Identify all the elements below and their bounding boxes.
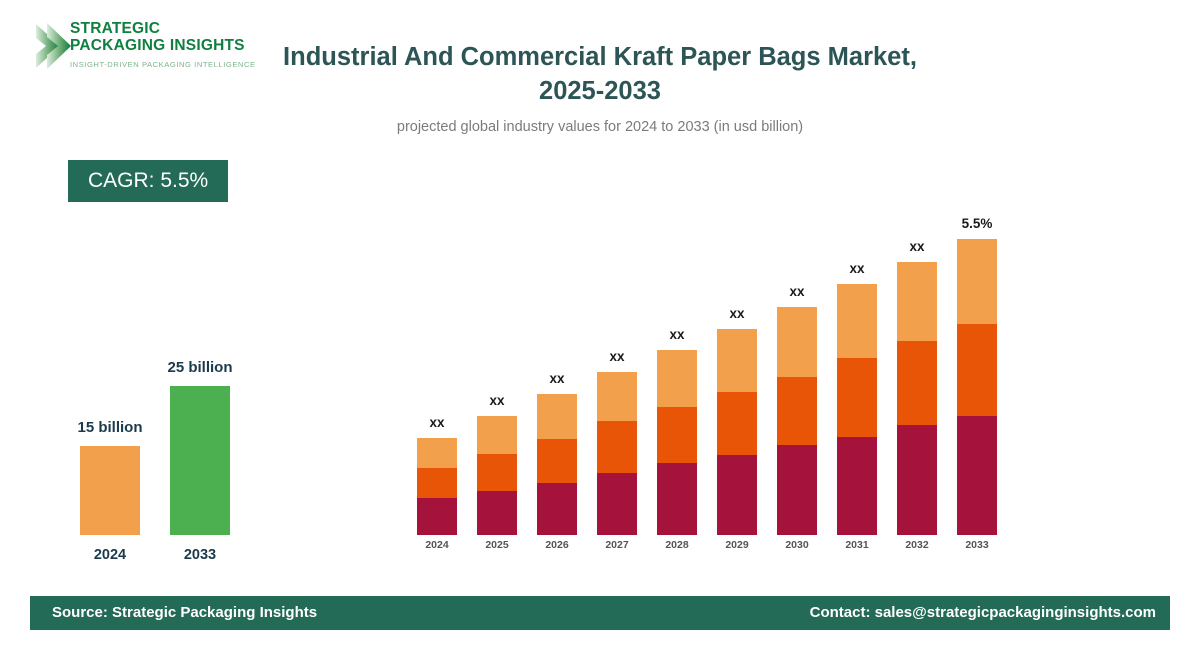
- stacked-bar-segment: [897, 425, 937, 535]
- stacked-bar-segment: [897, 262, 937, 341]
- stacked-bar-category-label: 2025: [485, 539, 509, 551]
- logo-line-1: STRATEGIC: [70, 20, 161, 37]
- stacked-bar-segment: [477, 491, 517, 535]
- footer-bar: Source: Strategic Packaging Insights Con…: [30, 596, 1170, 630]
- stacked-bar: [777, 307, 817, 535]
- stacked-bar-segment: [957, 416, 997, 535]
- chart-title: Industrial And Commercial Kraft Paper Ba…: [283, 43, 917, 105]
- stacked-bar-segment: [837, 437, 877, 535]
- stacked-bar-segment: [657, 350, 697, 407]
- stacked-bar-top-label: xx: [909, 239, 925, 254]
- stacked-bar-segment: [717, 392, 757, 455]
- stacked-bar: [477, 416, 517, 535]
- stacked-bar: [837, 284, 877, 535]
- endpoint-bar-category-label: 2033: [183, 547, 217, 563]
- stacked-bar-category-label: 2027: [605, 539, 629, 551]
- stacked-bar-top-label: xx: [489, 393, 505, 408]
- stacked-bar-top-label: xx: [429, 415, 445, 430]
- endpoint-bar: [170, 386, 230, 535]
- endpoint-bar-value-label: 15 billion: [77, 419, 143, 436]
- stacked-bar-segment: [957, 239, 997, 324]
- chevron-icon: [30, 18, 82, 74]
- stacked-bar-segment: [777, 445, 817, 535]
- stacked-bar: [597, 372, 637, 535]
- stacked-bar-category-label: 2028: [665, 539, 689, 551]
- logo-wordmark: STRATEGIC PACKAGING INSIGHTS INSIGHT-DRI…: [70, 20, 260, 69]
- stacked-bar-segment: [837, 358, 877, 437]
- stacked-bar-segment: [537, 483, 577, 535]
- stacked-bar: [717, 329, 757, 535]
- stacked-bar-segment: [717, 329, 757, 392]
- stacked-bar-segment: [657, 463, 697, 535]
- stacked-bar-segment: [717, 455, 757, 535]
- stacked-bar-top-label: xx: [609, 349, 625, 364]
- title-block: Industrial And Commercial Kraft Paper Ba…: [260, 40, 940, 136]
- stacked-bar-top-label: xx: [789, 284, 805, 299]
- stacked-bar-top-label: xx: [849, 261, 865, 276]
- stacked-bar-top-label: xx: [549, 371, 565, 386]
- stacked-bar-segment: [537, 394, 577, 439]
- stacked-bar-segment: [597, 372, 637, 421]
- stacked-bar-category-label: 2026: [545, 539, 569, 551]
- cagr-badge: CAGR: 5.5%: [68, 160, 229, 202]
- stacked-bar-category-label: 2024: [425, 539, 449, 551]
- stacked-bar-top-label: xx: [729, 306, 745, 321]
- stacked-bar-category-label: 2029: [725, 539, 749, 551]
- chart-plot-area: 15 billion 2024 25 billion 2033 xx 2024 xx 2025…: [77, 216, 997, 563]
- stacked-bar-category-label: 2032: [905, 539, 929, 551]
- logo-line-2: PACKAGING INSIGHTS: [70, 37, 245, 54]
- logo-tagline: INSIGHT-DRIVEN PACKAGING INTELLIGENCE: [70, 60, 256, 69]
- stacked-bar-segment: [597, 473, 637, 535]
- stacked-bar-segment: [477, 454, 517, 491]
- stacked-bar: [957, 239, 997, 535]
- stacked-bar-category-label: 2033: [965, 539, 989, 551]
- stacked-bar-segment: [897, 341, 937, 425]
- stacked-bar: [897, 262, 937, 535]
- brand-logo: STRATEGIC PACKAGING INSIGHTS INSIGHT-DRI…: [30, 16, 260, 76]
- stacked-bar: [417, 438, 457, 535]
- footer-contact: Contact: sales@strategicpackaginginsight…: [809, 604, 1156, 621]
- stacked-bar-category-label: 2030: [785, 539, 809, 551]
- stacked-bar-segment: [837, 284, 877, 358]
- stacked-bar-category-label: 2031: [845, 539, 869, 551]
- stacked-bar-segment: [777, 377, 817, 445]
- stacked-bar-segment: [417, 438, 457, 468]
- endpoint-bar-value-label: 25 billion: [167, 359, 233, 376]
- stacked-bar: [537, 394, 577, 535]
- stacked-bar-segment: [777, 307, 817, 377]
- endpoint-bar-category-label: 2024: [93, 547, 127, 563]
- stacked-bar-segment: [657, 407, 697, 463]
- footer-source: Source: Strategic Packaging Insights: [52, 604, 318, 621]
- stacked-bar-top-label: xx: [669, 327, 685, 342]
- stacked-bar-segment: [597, 421, 637, 473]
- stacked-bar-segment: [477, 416, 517, 454]
- stacked-bar: [657, 350, 697, 535]
- stacked-bar-segment: [417, 468, 457, 498]
- stacked-bar-segment: [957, 324, 997, 416]
- stacked-bar-top-label: 5.5%: [961, 216, 993, 231]
- chart-subtitle: projected global industry values for 202…: [396, 119, 804, 135]
- endpoint-bar: [80, 446, 140, 535]
- stacked-bar-segment: [537, 439, 577, 483]
- stacked-bar-segment: [417, 498, 457, 535]
